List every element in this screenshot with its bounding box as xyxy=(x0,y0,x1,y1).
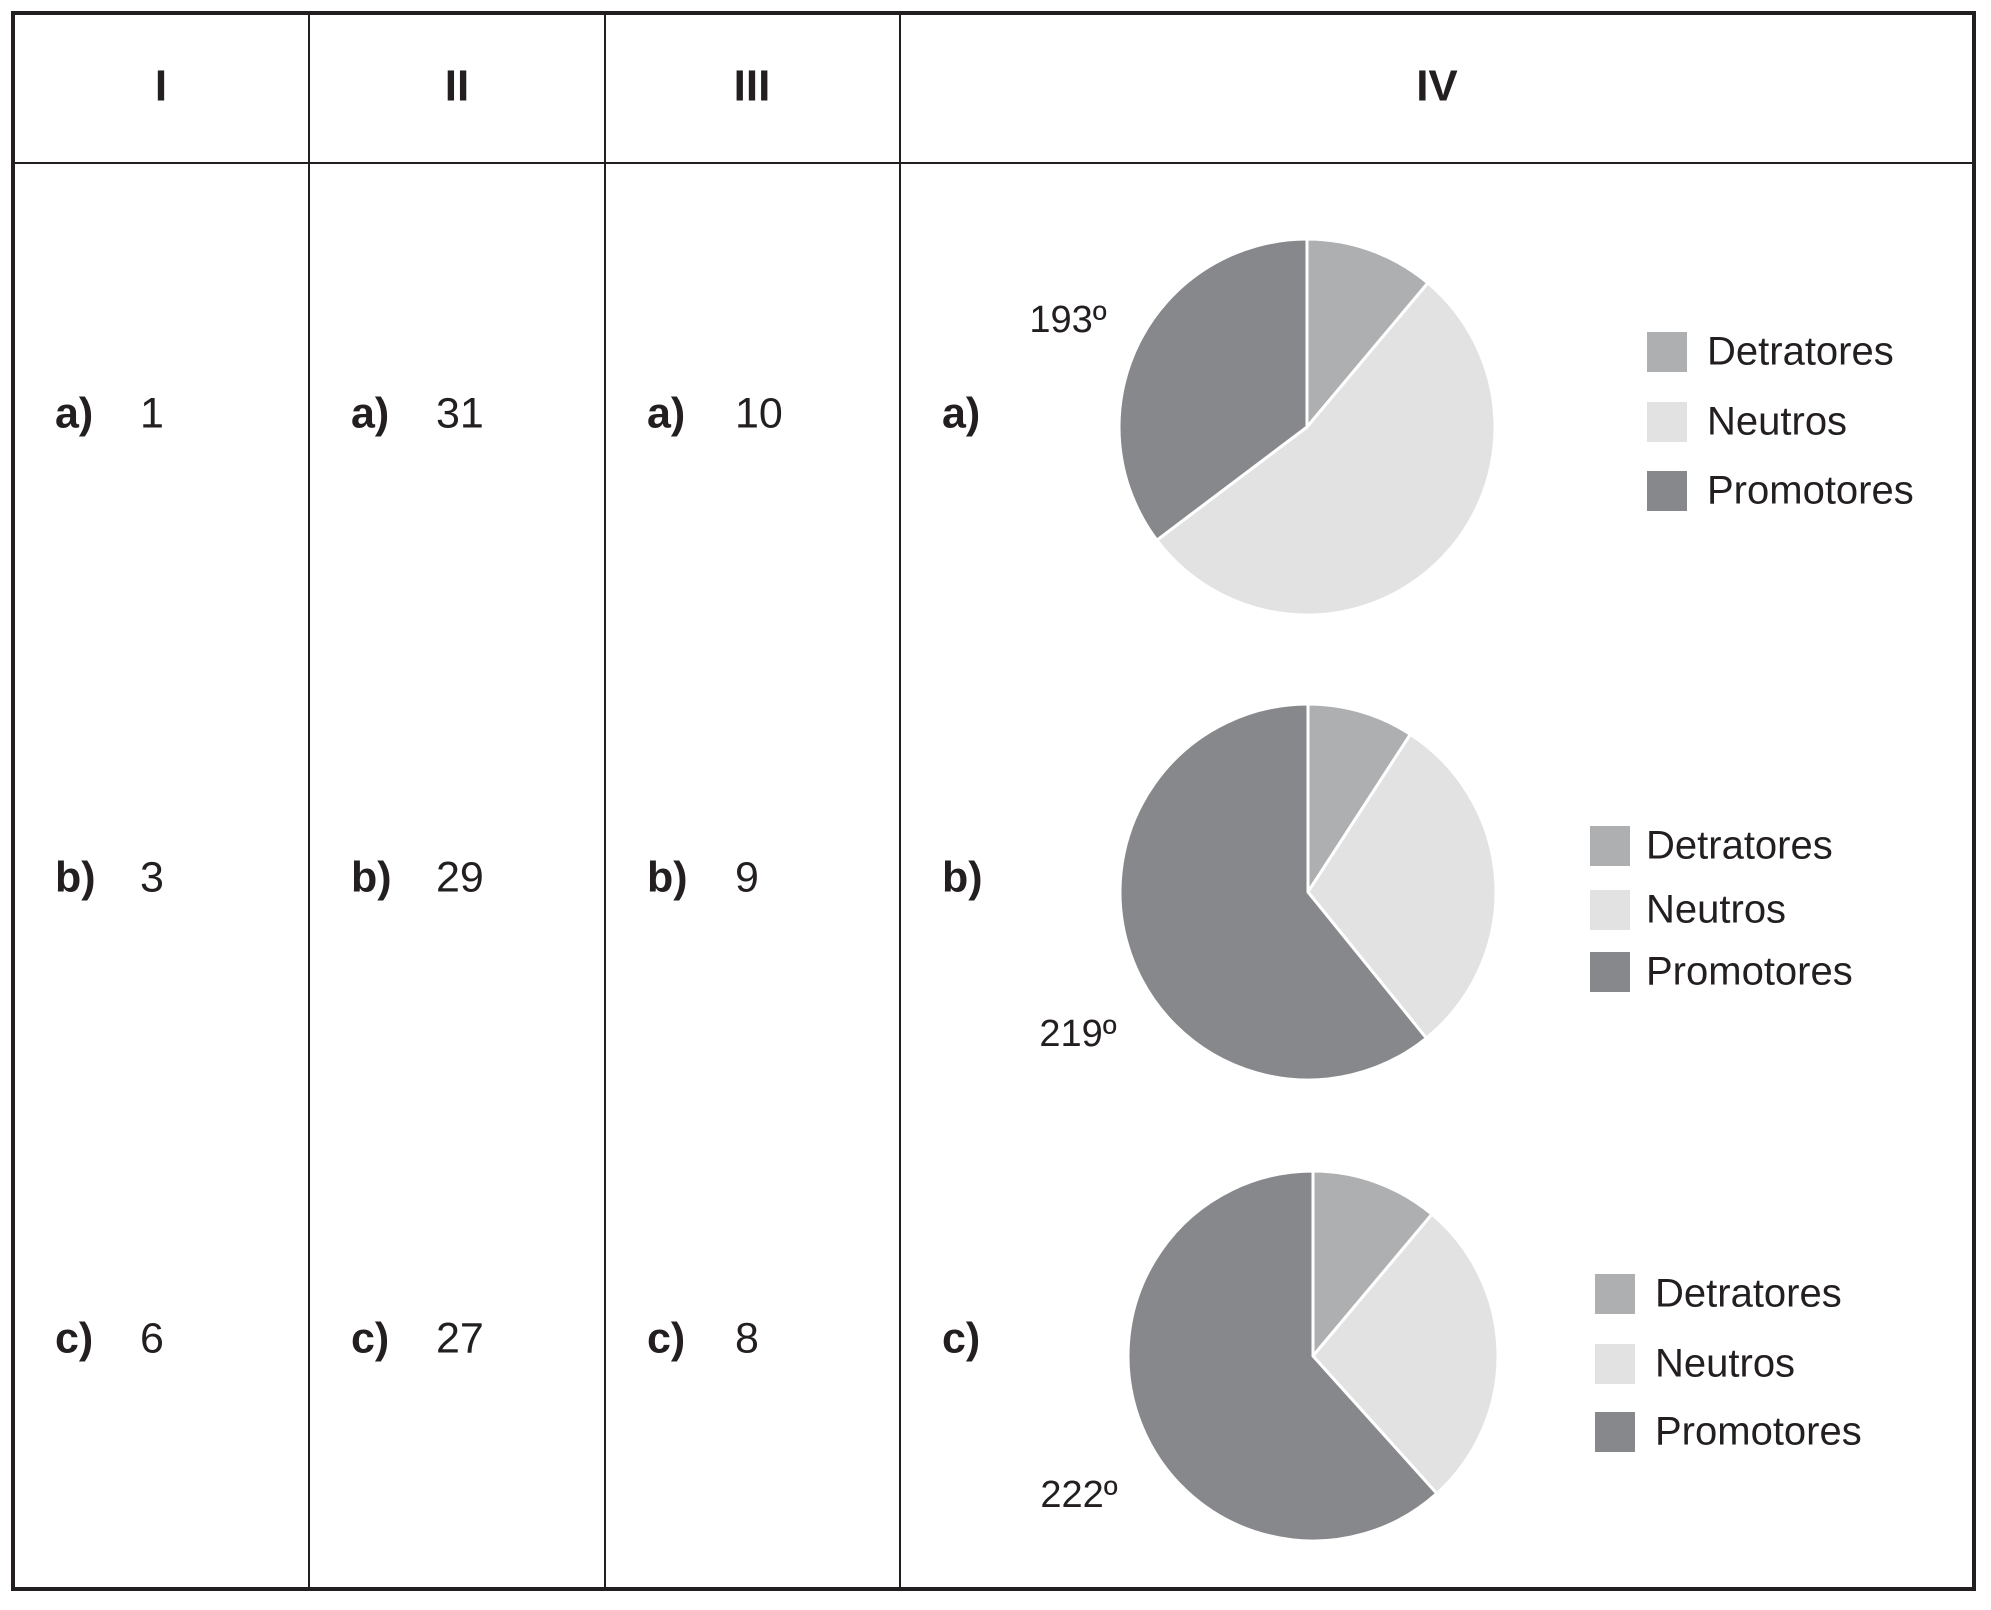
legend-swatch xyxy=(1647,402,1687,442)
legend-label: Neutros xyxy=(1646,888,1786,932)
pie-slice xyxy=(1311,1169,1435,1361)
legend-swatch xyxy=(1595,1344,1635,1384)
legend-label: Promotores xyxy=(1646,950,1853,994)
column-header: IV xyxy=(1416,62,1458,111)
option-letter: a) xyxy=(647,389,685,437)
legend-swatch xyxy=(1590,952,1630,992)
option-value: 27 xyxy=(436,1314,484,1362)
column-header: II xyxy=(445,62,469,111)
angle-label: 222º xyxy=(1040,1474,1117,1516)
column-header: III xyxy=(734,62,771,111)
pie-slice xyxy=(1118,702,1429,1082)
option-value: 1 xyxy=(140,389,164,437)
legend-label: Detratores xyxy=(1707,330,1894,374)
pie-slice xyxy=(1306,732,1498,1041)
option-value: 31 xyxy=(436,389,484,437)
option-value: 29 xyxy=(436,853,484,901)
option-value: 10 xyxy=(735,389,783,437)
legend-swatch xyxy=(1595,1412,1635,1452)
pie-slice xyxy=(1117,237,1309,543)
option-letter: c) xyxy=(351,1314,389,1362)
legend-label: Promotores xyxy=(1707,469,1914,513)
option-letter: a) xyxy=(351,389,389,437)
option-value: 9 xyxy=(735,853,759,901)
option-letter: b) xyxy=(351,853,392,901)
table-border xyxy=(11,11,1976,1591)
option-value: 8 xyxy=(735,1314,759,1362)
angle-label: 193º xyxy=(1029,299,1106,341)
option-letter: c) xyxy=(942,1314,980,1362)
option-value: 6 xyxy=(140,1314,164,1362)
pie-slice xyxy=(1311,1212,1500,1496)
legend-label: Detratores xyxy=(1655,1272,1842,1316)
option-letter: a) xyxy=(55,389,93,437)
pie-slice xyxy=(1126,1169,1439,1543)
option-value: 3 xyxy=(140,853,164,901)
legend-swatch xyxy=(1590,826,1630,866)
legend-swatch xyxy=(1647,471,1687,511)
legend-label: Detratores xyxy=(1646,824,1833,868)
option-letter: a) xyxy=(942,389,980,437)
angle-label: 219º xyxy=(1039,1013,1116,1055)
legend-label: Neutros xyxy=(1707,400,1847,444)
pie-slice xyxy=(1306,702,1413,898)
legend-label: Neutros xyxy=(1655,1342,1795,1386)
option-letter: c) xyxy=(647,1314,685,1362)
pie-slice xyxy=(1154,280,1497,617)
legend-swatch xyxy=(1590,890,1630,930)
option-letter: c) xyxy=(55,1314,93,1362)
pie-slice xyxy=(1305,237,1430,432)
legend-swatch xyxy=(1647,332,1687,372)
column-header: I xyxy=(155,62,167,111)
legend-swatch xyxy=(1595,1274,1635,1314)
option-letter: b) xyxy=(647,853,688,901)
option-letter: b) xyxy=(55,853,96,901)
option-letter: b) xyxy=(942,853,983,901)
legend-label: Promotores xyxy=(1655,1410,1862,1454)
